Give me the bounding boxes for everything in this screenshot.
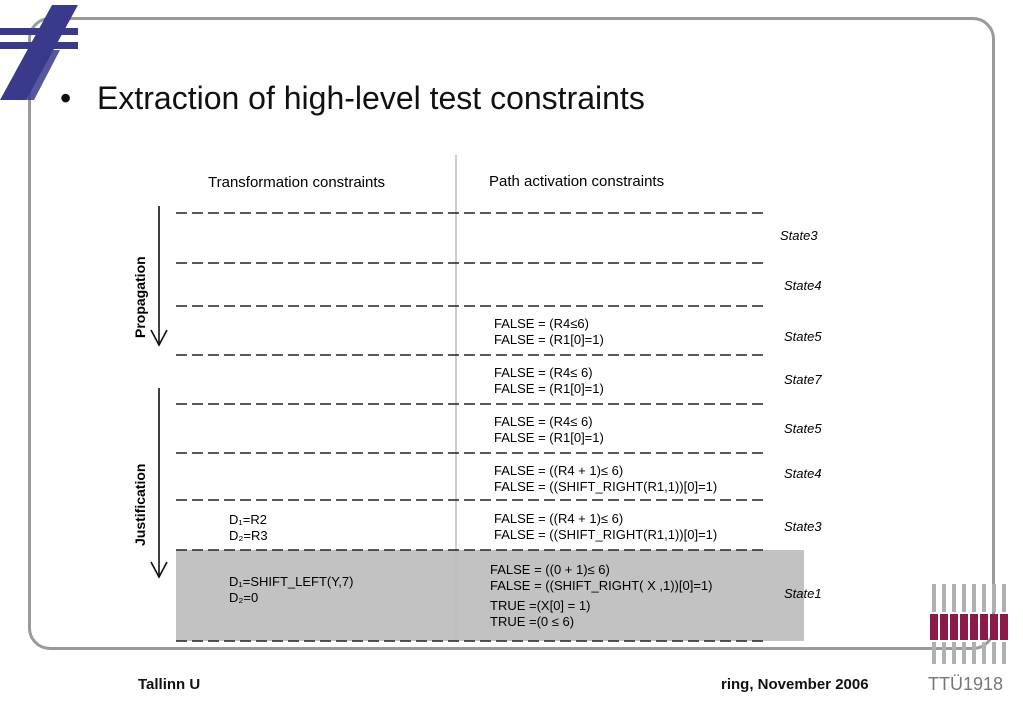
path-constraint: FALSE = ((SHIFT_RIGHT(R1,1))[0]=1) xyxy=(494,527,717,542)
state-separators xyxy=(176,212,768,642)
path-constraint: FALSE = ((R4 + 1)≤ 6) xyxy=(494,511,623,526)
path-constraint: FALSE = (R4≤ 6) xyxy=(494,414,593,429)
transformation-constraint: D₂=0 xyxy=(229,590,258,605)
transformation-constraint: D₁=R2 xyxy=(229,512,267,527)
university-logo xyxy=(0,5,78,100)
path-constraint: FALSE = (R1[0]=1) xyxy=(494,430,604,445)
ttu-logo: TTÜ1918 xyxy=(928,584,1008,694)
header-transformation: Transformation constraints xyxy=(208,174,385,191)
path-constraint: FALSE = ((0 + 1)≤ 6) xyxy=(490,562,610,577)
propagation-label: Propagation xyxy=(132,256,148,338)
path-constraint: TRUE =(0 ≤ 6) xyxy=(490,614,574,629)
transformation-constraint: D₂=R3 xyxy=(229,528,268,543)
state-label: State5 xyxy=(784,421,822,436)
header-path-activation: Path activation constraints xyxy=(489,173,664,190)
path-constraint: FALSE = ((SHIFT_RIGHT( X ,1))[0]=1) xyxy=(490,578,713,593)
justification-arrow xyxy=(150,388,168,579)
slide-frame xyxy=(28,17,995,650)
constraint-rows: FALSE = (R4≤6)FALSE = (R1[0]=1)FALSE = (… xyxy=(229,316,717,629)
propagation-arrow xyxy=(150,206,168,347)
state1-highlight xyxy=(176,550,804,641)
state-label: State7 xyxy=(784,372,822,387)
title-text: Extraction of high-level test constraint… xyxy=(97,80,645,116)
path-constraint: FALSE = (R4≤6) xyxy=(494,316,589,331)
ttu-logo-text: TTÜ1918 xyxy=(928,674,1003,694)
footer-left-text: Tallinn U xyxy=(138,676,201,693)
footer-right-text: ring, November 2006 xyxy=(721,676,869,693)
path-constraint: FALSE = ((SHIFT_RIGHT(R1,1))[0]=1) xyxy=(494,479,717,494)
path-constraint: TRUE =(X[0] = 1) xyxy=(490,598,590,613)
state-labels: State3 State4 State5 State7 State5 State4 Stat… xyxy=(780,228,822,601)
bullet: • xyxy=(60,80,72,116)
state-label: State4 xyxy=(784,278,822,293)
path-constraint: FALSE = ((R4 + 1)≤ 6) xyxy=(494,463,623,478)
path-constraint: FALSE = (R1[0]=1) xyxy=(494,381,604,396)
path-constraint: FALSE = (R1[0]=1) xyxy=(494,332,604,347)
state-label: State3 xyxy=(784,519,822,534)
state-label: State1 xyxy=(784,586,822,601)
justification-label: Justification xyxy=(132,464,148,546)
state-label: State3 xyxy=(780,228,818,243)
state-label: State4 xyxy=(784,466,822,481)
path-constraint: FALSE = (R4≤ 6) xyxy=(494,365,593,380)
transformation-constraint: D₁=SHIFT_LEFT(Y,7) xyxy=(229,574,353,589)
state-label: State5 xyxy=(784,329,822,344)
